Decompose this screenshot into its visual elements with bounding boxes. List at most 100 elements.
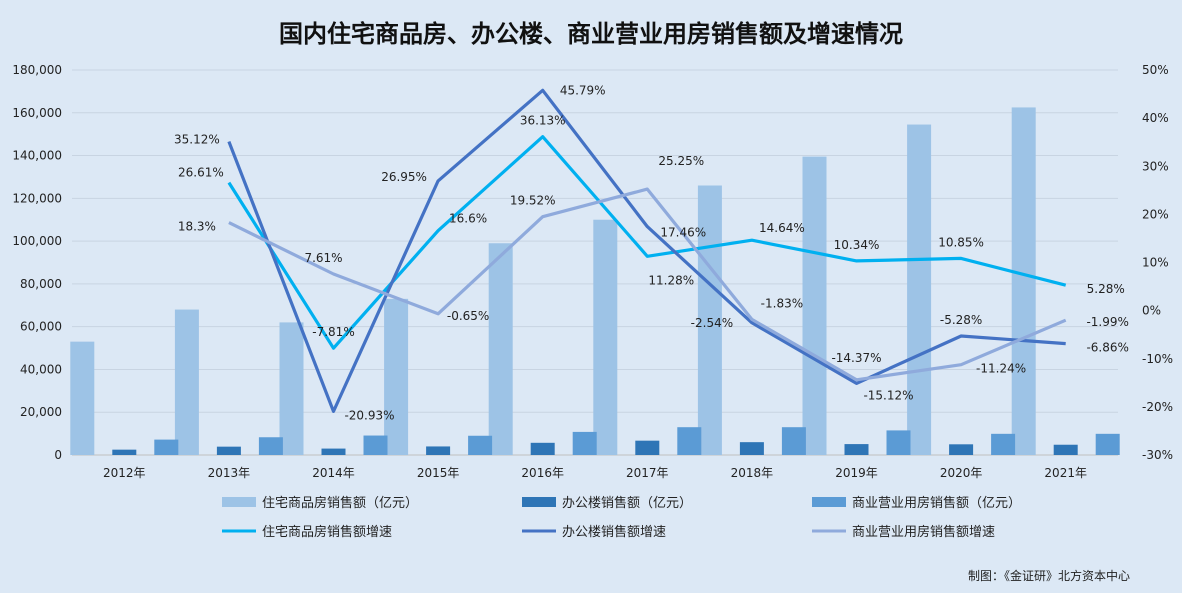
chart-title: 国内住宅商品房、办公楼、商业营业用房销售额及增速情况 [279, 20, 903, 48]
x-tick-label: 2013年 [208, 466, 251, 480]
x-tick-label: 2014年 [312, 466, 355, 480]
x-tick-label: 2020年 [940, 466, 983, 480]
data-label: 25.25% [658, 154, 704, 168]
bar [363, 435, 388, 455]
y-right-tick-label: -10% [1142, 352, 1173, 366]
bar [635, 440, 660, 455]
bar [488, 243, 513, 455]
data-label: 36.13% [520, 114, 566, 128]
y-left-tick-label: 40,000 [20, 362, 62, 376]
y-right-tick-label: 20% [1142, 207, 1169, 221]
x-tick-label: 2017年 [626, 466, 669, 480]
y-right-tick-label: -20% [1142, 400, 1173, 414]
bar [384, 298, 409, 455]
legend: 住宅商品房销售额（亿元） 办公楼销售额（亿元） 商业营业用房销售额（亿元） 住宅商品房… [222, 495, 1021, 540]
data-label: -14.37% [831, 351, 881, 365]
data-label: -20.93% [344, 408, 394, 422]
y-axis-right: -30% -20% -10% 0% 10% 20% 30% 40% 50% [1142, 63, 1173, 462]
x-tick-label: 2016年 [521, 466, 564, 480]
data-label: -7.81% [312, 325, 354, 339]
data-label: 7.61% [304, 251, 342, 265]
data-label: 5.28% [1087, 282, 1125, 296]
chart-credit: 制图：《金证研》北方资本中心 [968, 568, 1130, 583]
legend-item: 住宅商品房销售额增速 [222, 524, 392, 540]
data-label: 26.95% [381, 170, 427, 184]
x-tick-label: 2019年 [835, 466, 878, 480]
bar [991, 433, 1016, 455]
bar [802, 156, 827, 455]
y-left-tick-label: 160,000 [12, 106, 62, 120]
bar [426, 446, 451, 455]
data-label: -0.65% [447, 309, 489, 323]
bar [154, 439, 179, 455]
lines [227, 88, 1067, 413]
y-right-tick-label: -30% [1142, 448, 1173, 462]
data-label: 17.46% [660, 226, 706, 240]
y-right-tick-label: 50% [1142, 63, 1169, 77]
x-tick-label: 2018年 [731, 466, 774, 480]
bar [174, 309, 199, 455]
y-left-tick-label: 180,000 [12, 63, 62, 77]
x-tick-label: 2012年 [103, 466, 146, 480]
data-label: 16.6% [449, 212, 487, 226]
y-axis-left: 0 20,000 40,000 60,000 80,000 100,000 120,000 1… [12, 63, 62, 462]
bar-series [70, 107, 1036, 456]
data-label: 10.85% [938, 235, 984, 249]
data-label: -6.86% [1086, 341, 1128, 355]
y-left-tick-label: 140,000 [12, 149, 62, 163]
legend-item: 办公楼销售额增速 [522, 524, 666, 540]
bar [781, 427, 806, 455]
bar [949, 444, 974, 455]
legend-label: 商业营业用房销售额（亿元） [852, 495, 1021, 511]
legend-item: 住宅商品房销售额（亿元） [222, 495, 418, 511]
bar [677, 427, 702, 455]
legend-swatch [812, 497, 846, 507]
legend-label: 办公楼销售额增速 [562, 524, 666, 540]
bar [258, 437, 283, 455]
bar [112, 449, 137, 455]
legend-item: 商业营业用房销售额（亿元） [812, 495, 1021, 511]
legend-item: 商业营业用房销售额增速 [812, 524, 995, 540]
x-tick-label: 2015年 [417, 466, 460, 480]
data-label: -15.12% [863, 388, 913, 402]
bar [739, 442, 764, 455]
line-series [227, 88, 1066, 413]
legend-label: 住宅商品房销售额（亿元） [262, 495, 418, 511]
bar [321, 448, 346, 455]
bar [1095, 433, 1120, 455]
x-axis: 2012年 2013年 2014年 2015年 2016年 2017年 2018年 2019年… [72, 454, 1118, 480]
bar [844, 444, 869, 455]
bar [886, 430, 911, 455]
data-label: 19.52% [510, 194, 556, 208]
bar [216, 446, 241, 455]
y-left-tick-label: 100,000 [12, 234, 62, 248]
bar [907, 124, 932, 456]
x-tick-label: 2021年 [1044, 466, 1087, 480]
legend-swatch [222, 497, 256, 507]
data-label: 14.64% [759, 221, 805, 235]
data-label: -1.83% [761, 296, 803, 310]
bar [1011, 107, 1036, 456]
data-label: -1.99% [1086, 315, 1128, 329]
bar [468, 435, 493, 455]
y-left-tick-label: 120,000 [12, 191, 62, 205]
bar [697, 185, 722, 455]
y-right-tick-label: 40% [1142, 111, 1169, 125]
data-label: 35.12% [174, 133, 220, 147]
bar-series [154, 427, 1120, 455]
data-label: -2.54% [691, 316, 733, 330]
line-series [228, 187, 1067, 382]
y-right-tick-label: 10% [1142, 256, 1169, 270]
data-label: -5.28% [940, 313, 982, 327]
legend-label: 商业营业用房销售额增速 [852, 524, 995, 540]
bar [1053, 444, 1078, 455]
bar-series [112, 440, 1078, 455]
bar [572, 431, 597, 455]
y-left-tick-label: 20,000 [20, 405, 62, 419]
bar [593, 219, 618, 455]
data-label: -11.24% [976, 362, 1026, 376]
legend-label: 住宅商品房销售额增速 [262, 524, 392, 540]
data-labels: 26.61% -7.81% 16.6% 36.13% 11.28% 14.64% 10.34… [174, 83, 1129, 422]
